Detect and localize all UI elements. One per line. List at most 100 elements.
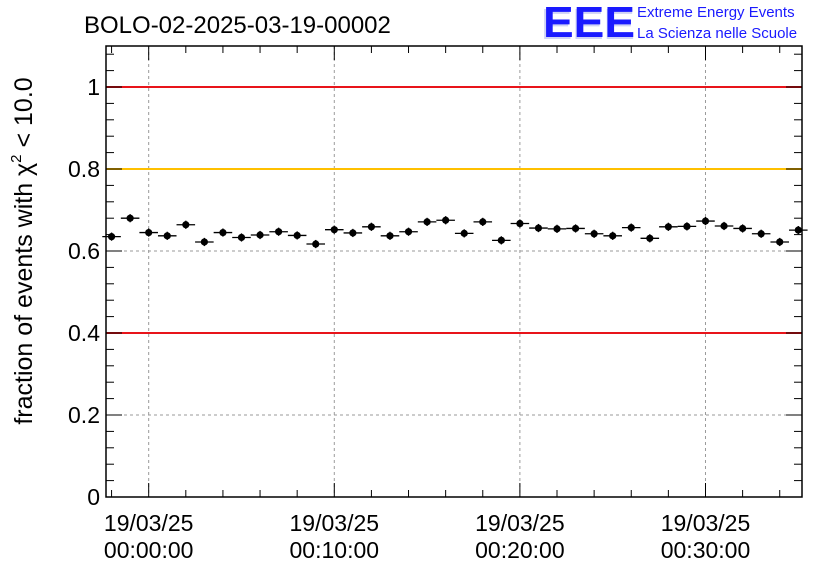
marker (293, 231, 301, 240)
marker (720, 222, 728, 230)
data-point (287, 231, 307, 240)
marker (349, 229, 357, 237)
marker (442, 216, 450, 224)
marker (701, 217, 710, 225)
y-tick-label: 0.6 (68, 238, 100, 264)
logo-subtitle-1: Extreme Energy Events (637, 4, 795, 21)
data-point (584, 229, 604, 238)
marker (646, 234, 654, 242)
data-point (176, 220, 196, 229)
data-point (436, 216, 455, 225)
data-point (399, 227, 418, 236)
marker (479, 218, 487, 226)
data-point (250, 230, 270, 240)
x-tick-date: 19/03/25 (290, 510, 380, 536)
data-point (566, 224, 585, 233)
data-point (714, 221, 734, 231)
y-tick-label: 0.4 (68, 320, 100, 346)
data-point (733, 224, 752, 233)
data-point (751, 229, 771, 238)
marker (757, 230, 765, 238)
marker (683, 222, 691, 230)
marker (534, 224, 543, 232)
axes: 00.20.40.60.8119/03/2500:00:0019/03/2500… (68, 46, 802, 563)
data-point (677, 222, 697, 231)
data-point (770, 237, 790, 247)
data-point (139, 228, 158, 237)
data-point (696, 216, 715, 226)
marker (497, 236, 505, 244)
marker (145, 228, 153, 237)
marker (571, 224, 580, 233)
marker (200, 238, 208, 246)
data-point (789, 225, 808, 235)
data-point (659, 222, 678, 231)
grid (106, 46, 802, 497)
y-tick-label: 0.2 (68, 402, 100, 428)
y-tick-label: 0 (87, 484, 100, 510)
marker (664, 223, 672, 231)
eee-logo: EEE EEE (541, 0, 635, 49)
marker (590, 230, 598, 238)
marker (386, 232, 394, 240)
data-point (454, 229, 474, 238)
marker (627, 224, 635, 232)
chart-title: BOLO-02-2025-03-19-00002 (84, 12, 391, 39)
marker (553, 225, 561, 233)
x-tick-date: 19/03/25 (475, 510, 565, 536)
marker (312, 240, 320, 248)
data-point (232, 233, 251, 242)
marker (330, 226, 338, 234)
marker (609, 232, 617, 240)
reference-lines (106, 86, 802, 334)
eee-logo-shadow: EEE (541, 0, 635, 49)
data-point (603, 231, 622, 240)
plot-frame (105, 45, 803, 498)
marker (516, 219, 524, 228)
data-point (213, 228, 233, 237)
y-tick-label: 0.8 (68, 156, 100, 182)
marker (163, 232, 171, 240)
y-axis-label: fraction of events with χ2 < 10.0 (8, 77, 38, 424)
marker (237, 233, 246, 242)
marker (182, 221, 190, 229)
data-point (195, 237, 214, 247)
x-tick-time: 00:20:00 (475, 537, 565, 563)
data-point (547, 224, 567, 233)
data-point (529, 223, 548, 233)
data-point (492, 236, 511, 245)
marker (126, 214, 134, 222)
x-tick-date: 19/03/25 (661, 510, 751, 536)
marker (739, 224, 747, 233)
data-point (510, 219, 530, 228)
x-tick-time: 00:10:00 (290, 537, 380, 563)
y-tick-label: 1 (87, 74, 100, 100)
marker (423, 218, 431, 226)
data-point (306, 239, 326, 249)
marker (275, 228, 283, 236)
marker (219, 228, 227, 237)
data-point (417, 217, 437, 226)
data-points (102, 214, 808, 249)
marker (367, 223, 376, 231)
data-point (120, 214, 140, 223)
data-point (157, 231, 177, 240)
marker (460, 229, 468, 237)
data-point (269, 227, 288, 236)
data-point (343, 228, 363, 238)
data-point (102, 232, 121, 241)
data-point (621, 223, 641, 232)
x-tick-time: 00:00:00 (104, 537, 194, 563)
logo-subtitle-2: La Scienza nelle Scuole (637, 25, 797, 42)
data-point (640, 234, 660, 243)
marker (776, 238, 784, 246)
data-point (380, 231, 400, 240)
data-point (325, 225, 344, 234)
marker (256, 231, 264, 239)
data-point (362, 222, 381, 231)
x-tick-date: 19/03/25 (104, 510, 194, 536)
data-point (473, 217, 493, 226)
eee-logo-text: EEE (543, 0, 635, 47)
marker (794, 226, 802, 234)
